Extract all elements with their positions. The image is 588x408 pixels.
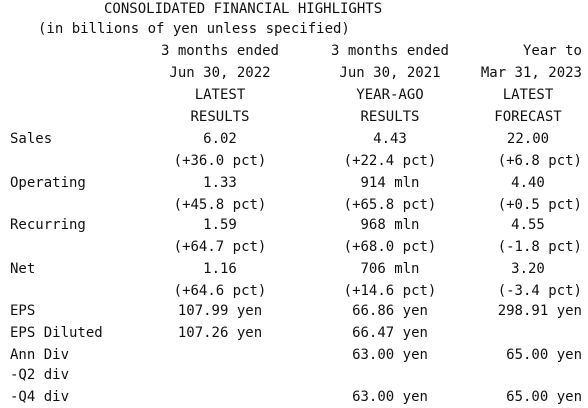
recurring-forecast-value: 4.55 xyxy=(511,217,545,233)
q4-div-yearago-value: 63.00 yen xyxy=(352,389,428,405)
operating-yearago-pct: (+65.8 pct) xyxy=(343,197,437,213)
row-label-q4-div: -Q4 div xyxy=(10,389,70,405)
row-label-ann-div: Ann Div xyxy=(10,347,70,363)
col3-period: Year to xyxy=(522,43,582,59)
row-label-sales: Sales xyxy=(10,131,53,147)
col2-kind-line2: RESULTS xyxy=(360,109,420,125)
operating-yearago-value: 914 mln xyxy=(360,175,420,191)
net-forecast-value: 3.20 xyxy=(511,261,545,277)
col2-kind-line1: YEAR-AGO xyxy=(356,87,424,103)
document-subtitle: (in billions of yen unless specified) xyxy=(38,21,350,37)
recurring-latest-pct: (+64.7 pct) xyxy=(173,239,267,255)
net-yearago-pct: (+14.6 pct) xyxy=(343,283,437,299)
q4-div-forecast-value: 65.00 yen xyxy=(506,389,582,405)
recurring-yearago-value: 968 mln xyxy=(360,217,420,233)
recurring-latest-value: 1.59 xyxy=(203,217,237,233)
sales-forecast-value: 22.00 xyxy=(506,131,550,147)
row-label-net: Net xyxy=(10,261,36,277)
operating-latest-value: 1.33 xyxy=(203,175,237,191)
eps-forecast-value: 298.91 yen xyxy=(497,303,582,319)
eps-diluted-yearago-value: 66.47 yen xyxy=(352,325,428,341)
sales-yearago-value: 4.43 xyxy=(373,131,407,147)
eps-diluted-latest-value: 107.26 yen xyxy=(177,325,263,341)
sales-forecast-pct: (+6.8 pct) xyxy=(497,153,582,169)
net-yearago-value: 706 mln xyxy=(360,261,420,277)
row-label-eps-diluted: EPS Diluted xyxy=(10,325,103,341)
col1-kind-line2: RESULTS xyxy=(190,109,250,125)
col2-period: 3 months ended xyxy=(330,43,449,59)
recurring-forecast-pct: (-1.8 pct) xyxy=(497,239,582,255)
row-label-eps: EPS xyxy=(10,303,36,319)
col1-period: 3 months ended xyxy=(160,43,279,59)
sales-yearago-pct: (+22.4 pct) xyxy=(343,153,437,169)
operating-forecast-value: 4.40 xyxy=(511,175,545,191)
net-latest-value: 1.16 xyxy=(203,261,237,277)
row-label-q2-div: -Q2 div xyxy=(10,367,70,383)
row-label-operating: Operating xyxy=(10,175,86,191)
eps-latest-value: 107.99 yen xyxy=(177,303,263,319)
col3-date: Mar 31, 2023 xyxy=(480,65,582,81)
col2-date: Jun 30, 2021 xyxy=(339,65,441,81)
row-label-recurring: Recurring xyxy=(10,217,86,233)
document-title: CONSOLIDATED FINANCIAL HIGHLIGHTS xyxy=(104,1,383,17)
net-forecast-pct: (-3.4 pct) xyxy=(497,283,582,299)
col3-kind-line1: LATEST xyxy=(502,87,554,103)
operating-forecast-pct: (+0.5 pct) xyxy=(497,197,582,213)
sales-latest-pct: (+36.0 pct) xyxy=(173,153,267,169)
ann-div-yearago-value: 63.00 yen xyxy=(352,347,428,363)
ann-div-forecast-value: 65.00 yen xyxy=(506,347,582,363)
operating-latest-pct: (+45.8 pct) xyxy=(173,197,267,213)
recurring-yearago-pct: (+68.0 pct) xyxy=(343,239,437,255)
sales-latest-value: 6.02 xyxy=(203,131,237,147)
col1-date: Jun 30, 2022 xyxy=(169,65,271,81)
col1-kind-line1: LATEST xyxy=(194,87,246,103)
col3-kind-line2: FORECAST xyxy=(494,109,562,125)
net-latest-pct: (+64.6 pct) xyxy=(173,283,267,299)
eps-yearago-value: 66.86 yen xyxy=(352,303,428,319)
